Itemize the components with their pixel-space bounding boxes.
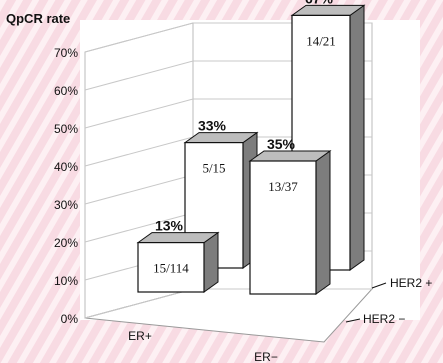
bars — [136, 4, 366, 295]
bar — [136, 231, 220, 293]
bar-front — [137, 242, 205, 293]
y-tick-label: 40% — [54, 160, 78, 174]
bar-side — [315, 150, 331, 295]
depth-category-label: HER2 + — [390, 276, 432, 290]
bar-labels: 5/15 33% 14/21 67% 15/114 13% 13/37 35% — [153, 0, 336, 276]
bar-count-label: 5/15 — [202, 161, 225, 176]
x-category-label: ER+ — [128, 329, 152, 343]
y-tick-labels: 0% 10% 20% 30% 40% 50% 60% 70% — [54, 46, 78, 326]
x-category-label: ER− — [254, 350, 278, 363]
y-tick-label: 50% — [54, 122, 78, 136]
bar-pct-label: 67% — [305, 0, 334, 6]
bar-front — [249, 160, 317, 295]
bar-count-label: 14/21 — [306, 33, 336, 48]
bar-side — [349, 4, 365, 271]
y-tick-label: 0% — [61, 312, 79, 326]
bar-pct-label: 33% — [198, 118, 227, 134]
bar-count-label: 13/37 — [268, 179, 298, 194]
bar — [248, 150, 332, 295]
category-labels: ER+ ER− HER2 + HER2 − — [128, 276, 432, 363]
depth-tick — [345, 318, 361, 323]
y-axis-label: QpCR rate — [6, 11, 70, 26]
bar-pct-label: 35% — [267, 136, 296, 152]
y-tick-label: 70% — [54, 46, 78, 60]
y-tick-label: 20% — [54, 236, 78, 250]
bar-top — [136, 232, 220, 244]
y-tick-label: 30% — [54, 198, 78, 212]
bar-top — [248, 150, 332, 162]
depth-tick — [371, 282, 387, 289]
y-tick-label: 60% — [54, 84, 78, 98]
bar-count-label: 15/114 — [153, 261, 189, 276]
y-tick-label: 10% — [54, 274, 78, 288]
depth-category-label: HER2 − — [363, 312, 405, 326]
bar-pct-label: 13% — [155, 218, 184, 234]
